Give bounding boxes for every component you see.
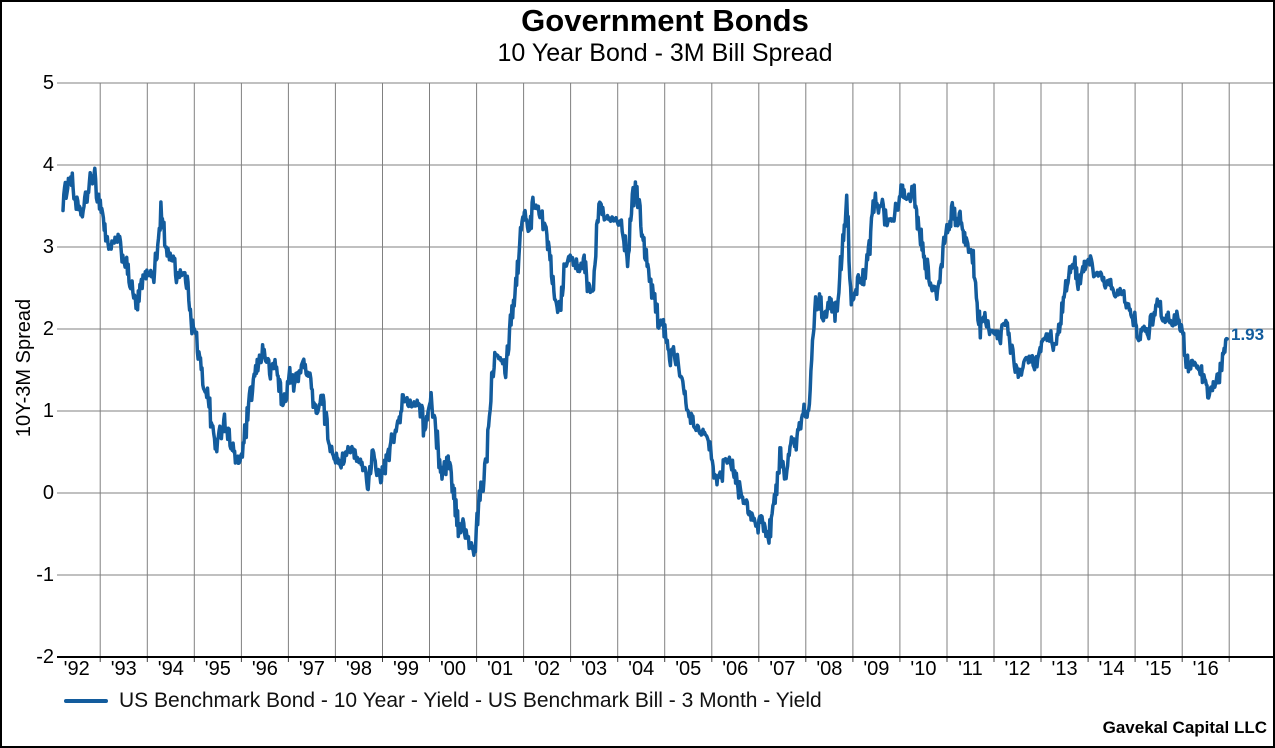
- y-tick-label: -1: [36, 564, 54, 586]
- y-tick-label: 4: [42, 154, 54, 176]
- x-tick-label: '03: [581, 658, 608, 680]
- source-watermark: Gavekal Capital LLC: [1102, 718, 1267, 737]
- x-tick-label: '04: [628, 658, 655, 680]
- x-tick-label: '15: [1145, 658, 1172, 680]
- legend: US Benchmark Bond - 10 Year - Yield - US…: [64, 688, 822, 714]
- x-tick-label: '96: [251, 658, 278, 680]
- x-tick-label: '16: [1192, 658, 1219, 680]
- y-tick-label: 1: [42, 400, 54, 422]
- x-tick-label: '94: [157, 658, 184, 680]
- x-tick-label: '97: [298, 658, 325, 680]
- y-tick-label: -2: [36, 646, 54, 668]
- x-tick-label: '14: [1098, 658, 1125, 680]
- x-tick-label: '92: [63, 658, 90, 680]
- x-tick-label: '00: [439, 658, 467, 680]
- x-tick-label: '11: [958, 658, 983, 680]
- y-axis-title: 10Y-3M Spread: [13, 298, 35, 438]
- series-line: [61, 166, 1229, 558]
- x-tick-label: '10: [910, 658, 937, 680]
- last-value-annotation: 1.93: [1231, 325, 1265, 344]
- x-tick-label: '01: [487, 658, 514, 680]
- x-tick-label: '08: [816, 658, 843, 680]
- x-tick-label: '98: [345, 658, 372, 680]
- y-tick-label: 2: [42, 318, 54, 340]
- x-tick-label: '95: [204, 658, 231, 680]
- y-tick-label: 3: [42, 236, 54, 258]
- legend-label: US Benchmark Bond - 10 Year - Yield - US…: [119, 689, 822, 712]
- x-tick-label: '07: [769, 658, 796, 680]
- x-tick-label: '13: [1051, 658, 1078, 680]
- legend-line-swatch: [64, 699, 108, 703]
- y-tick-label: 0: [42, 482, 54, 504]
- x-tick-label: '06: [722, 658, 749, 680]
- x-tick-label: '93: [110, 658, 137, 680]
- x-tick-label: '99: [392, 658, 420, 680]
- page-title: Government Bonds: [521, 3, 809, 38]
- chart-subtitle: 10 Year Bond - 3M Bill Spread: [497, 39, 833, 67]
- x-tick-label: '02: [534, 658, 561, 680]
- x-tick-label: '05: [675, 658, 702, 680]
- y-tick-label: 5: [42, 72, 54, 94]
- x-tick-label: '12: [1004, 658, 1031, 680]
- x-tick-label: '09: [863, 658, 890, 680]
